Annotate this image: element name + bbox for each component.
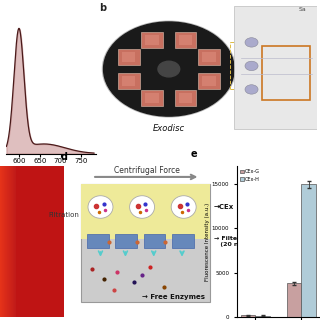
FancyBboxPatch shape	[179, 93, 192, 103]
FancyBboxPatch shape	[141, 32, 163, 48]
FancyBboxPatch shape	[122, 52, 135, 62]
Text: d: d	[61, 152, 68, 162]
FancyBboxPatch shape	[118, 49, 140, 65]
Y-axis label: Fluorescence Intensity (a.u.): Fluorescence Intensity (a.u.)	[205, 203, 210, 281]
Circle shape	[102, 21, 235, 117]
Circle shape	[158, 61, 180, 77]
FancyBboxPatch shape	[198, 49, 220, 65]
FancyBboxPatch shape	[116, 234, 137, 248]
FancyBboxPatch shape	[144, 234, 165, 248]
FancyBboxPatch shape	[172, 234, 194, 248]
Circle shape	[88, 196, 113, 218]
Circle shape	[171, 196, 196, 218]
FancyBboxPatch shape	[175, 90, 196, 106]
FancyBboxPatch shape	[179, 35, 192, 45]
FancyBboxPatch shape	[145, 35, 159, 45]
Text: e: e	[191, 149, 198, 159]
FancyBboxPatch shape	[145, 93, 159, 103]
FancyBboxPatch shape	[87, 234, 109, 248]
Circle shape	[245, 38, 258, 47]
FancyBboxPatch shape	[202, 52, 216, 62]
Circle shape	[104, 22, 234, 116]
FancyBboxPatch shape	[81, 184, 210, 239]
Circle shape	[245, 61, 258, 71]
FancyBboxPatch shape	[234, 6, 317, 129]
Text: Centrifugal Force: Centrifugal Force	[114, 166, 180, 175]
FancyBboxPatch shape	[118, 73, 140, 89]
Text: Filtration: Filtration	[48, 212, 79, 218]
FancyBboxPatch shape	[202, 76, 216, 86]
Bar	[287, 283, 301, 317]
Text: → Free Enzymes: → Free Enzymes	[142, 294, 205, 300]
Text: →CEx: →CEx	[214, 204, 234, 210]
Text: → Filter
   (20 nm): → Filter (20 nm)	[214, 236, 247, 247]
FancyBboxPatch shape	[175, 32, 196, 48]
Circle shape	[245, 85, 258, 94]
Text: Sa: Sa	[298, 7, 306, 12]
FancyBboxPatch shape	[122, 76, 135, 86]
Text: Exodisc: Exodisc	[153, 124, 185, 133]
Text: b: b	[99, 3, 106, 13]
FancyBboxPatch shape	[198, 73, 220, 89]
Bar	[301, 184, 316, 317]
Bar	[241, 315, 255, 317]
FancyBboxPatch shape	[81, 184, 210, 302]
FancyBboxPatch shape	[141, 90, 163, 106]
Circle shape	[130, 196, 155, 218]
Bar	[255, 316, 270, 317]
Legend: CEx-G, CEx-H: CEx-G, CEx-H	[239, 169, 260, 182]
